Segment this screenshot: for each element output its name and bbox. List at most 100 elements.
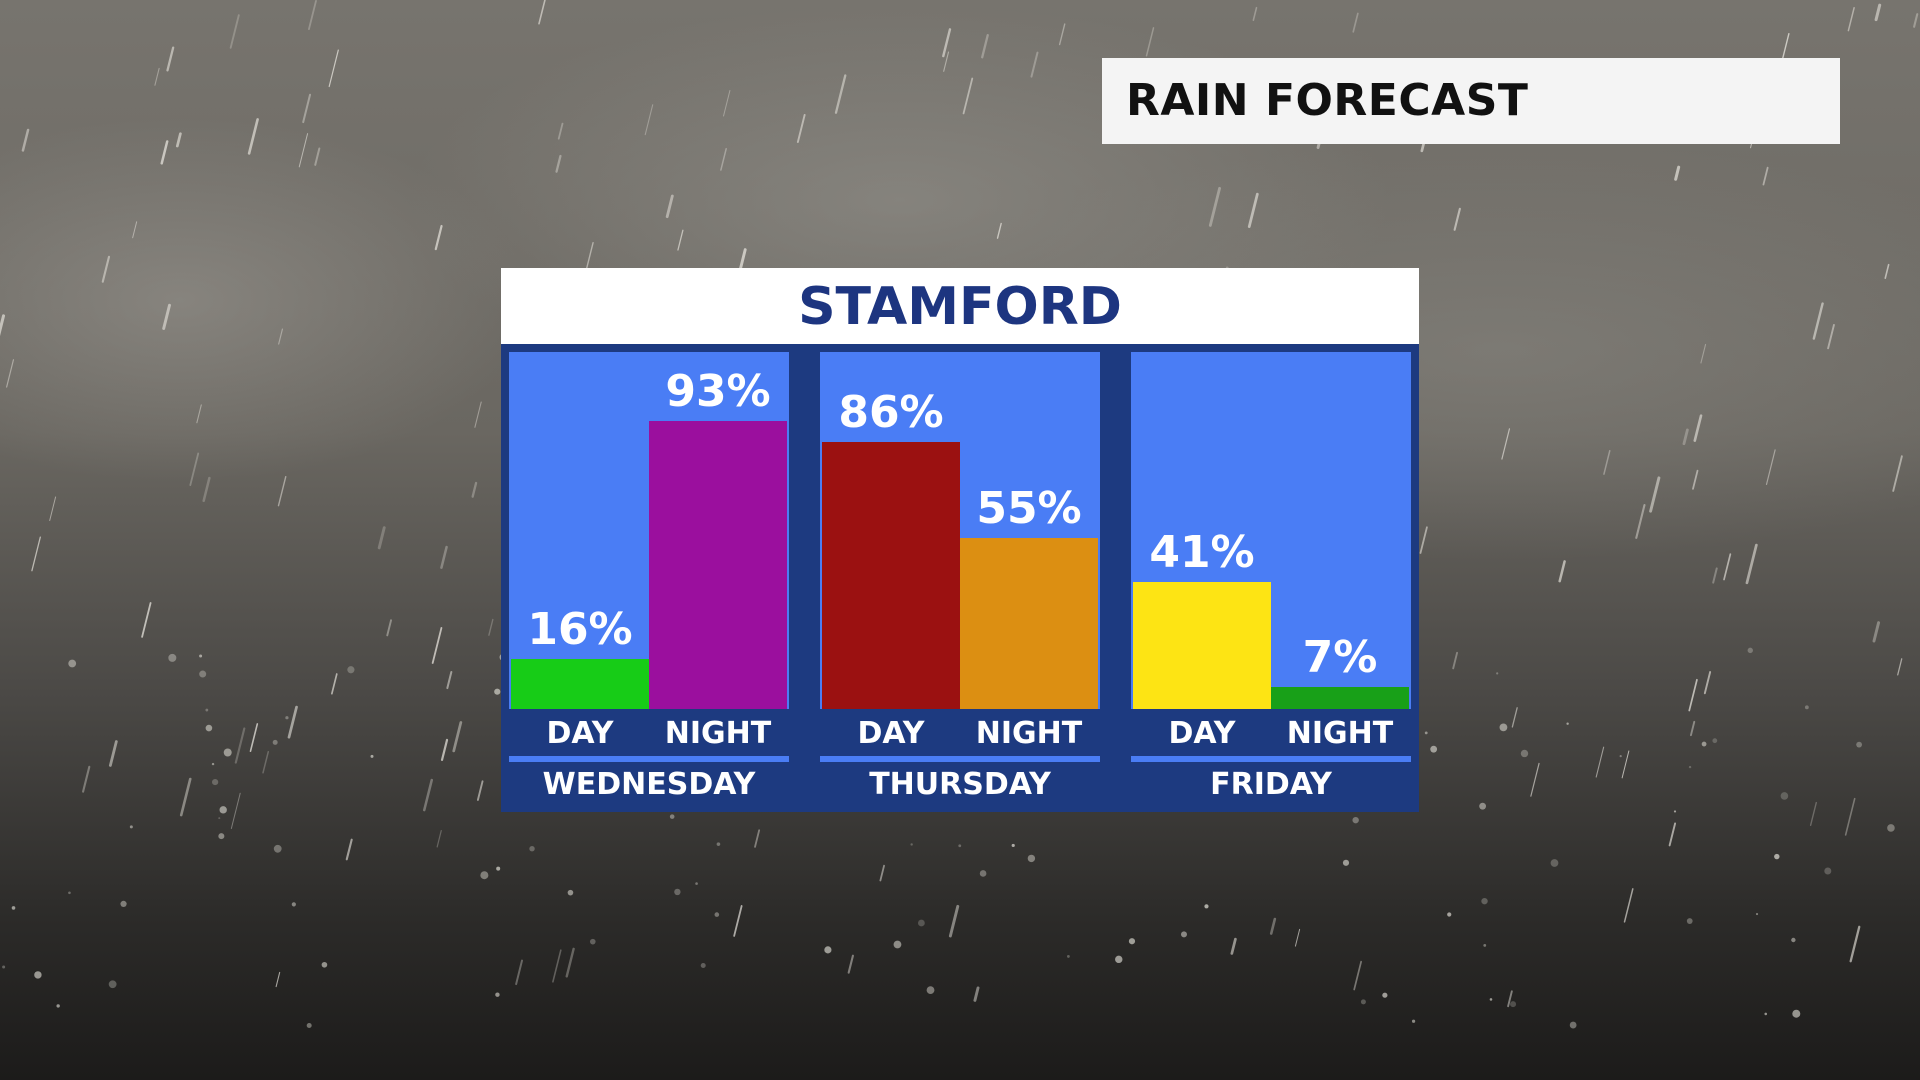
rain-splash [285, 716, 289, 720]
rain-splash [291, 902, 296, 907]
rain-streak [1452, 651, 1459, 670]
rain-splash [321, 961, 328, 968]
rain-streak [1649, 476, 1661, 513]
rain-streak [1682, 428, 1689, 446]
rain-splash [223, 748, 232, 757]
rain-streak [515, 959, 524, 986]
rain-streak [738, 248, 747, 272]
rain-streak [1208, 186, 1221, 227]
rain-streak [962, 77, 974, 115]
period-label-day: DAY [857, 716, 925, 751]
rain-streak [723, 89, 731, 117]
rain-splash [1481, 897, 1488, 905]
rain-streak [175, 132, 182, 148]
rain-splash [1489, 998, 1493, 1001]
rain-streak [1145, 27, 1155, 57]
rain-streak [440, 738, 449, 761]
rain-splash [1424, 731, 1428, 735]
rain-streak [948, 904, 960, 938]
bar-wednesday-day [511, 659, 649, 709]
rain-streak [431, 627, 443, 664]
rain-splash [496, 866, 501, 871]
rain-splash [1499, 723, 1508, 732]
rain-streak [31, 536, 41, 572]
rain-splash [205, 724, 213, 732]
rain-streak [386, 619, 393, 637]
rain-splash [1550, 859, 1559, 867]
rain-streak [287, 705, 298, 739]
rain-splash [1479, 802, 1487, 810]
rain-streak [1230, 937, 1237, 955]
rain-splash [1791, 937, 1796, 943]
rain-streak [677, 229, 684, 251]
rain-streak [345, 838, 353, 861]
rain-splash [1342, 859, 1350, 866]
day-strip: WEDNESDAY [509, 759, 789, 807]
rain-splash [494, 688, 501, 695]
period-label-night: NIGHT [975, 716, 1083, 751]
rain-streak [277, 475, 287, 507]
rain-streak [1874, 3, 1882, 22]
rain-streak [308, 0, 317, 31]
rain-splash [1566, 722, 1569, 725]
rain-streak [665, 194, 674, 219]
rain-streak [1247, 192, 1259, 228]
rain-splash [211, 762, 215, 766]
rain-splash [1011, 843, 1015, 848]
rain-streak [434, 224, 443, 251]
bar-thursday-day [822, 442, 960, 709]
period-label-day: DAY [546, 716, 614, 751]
rain-streak [1623, 888, 1634, 923]
rain-streak [436, 829, 442, 848]
rain-splash [1180, 931, 1187, 938]
rain-streak [1674, 165, 1681, 181]
rain-splash [1430, 745, 1438, 753]
rain-streak [302, 93, 312, 124]
rain-streak [49, 496, 57, 521]
day-label-friday: FRIDAY [1210, 767, 1332, 802]
rain-streak [557, 122, 564, 140]
rain-streak [1745, 543, 1758, 585]
rain-streak [234, 727, 246, 764]
rain-streak [179, 777, 192, 817]
rain-splash [370, 754, 374, 758]
rain-splash [1128, 938, 1136, 945]
rain-splash [910, 843, 913, 846]
rain-streak [1693, 414, 1703, 442]
rain-splash [1780, 792, 1789, 800]
rain-splash [68, 891, 71, 895]
rain-streak [733, 905, 743, 937]
rain-splash [272, 739, 278, 745]
rain-streak [298, 133, 309, 168]
rain-streak [565, 947, 575, 978]
bar-friday-day [1133, 582, 1271, 709]
rain-streak [160, 140, 169, 165]
rain-splash [306, 1022, 312, 1028]
value-label-wednesday-day: 16% [527, 604, 633, 655]
rain-streak [262, 751, 270, 774]
city-header: STAMFORD [501, 268, 1419, 344]
rain-splash [218, 833, 225, 840]
rain-streak [452, 721, 463, 753]
rain-splash [218, 817, 221, 820]
rain-splash [1204, 904, 1209, 909]
rain-streak [1688, 678, 1698, 712]
rain-splash [347, 666, 355, 674]
day-label-thursday: THURSDAY [869, 767, 1051, 802]
rain-streak [1058, 23, 1066, 46]
rain-splash [716, 842, 721, 846]
rain-splash [669, 814, 675, 819]
rain-splash [824, 946, 832, 954]
rain-splash [1569, 1021, 1577, 1029]
rain-streak [834, 74, 847, 114]
rain-streak [1712, 567, 1718, 584]
rain-splash [674, 888, 681, 896]
rain-streak [1030, 51, 1039, 78]
period-strip: DAY NIGHT [820, 709, 1100, 756]
rain-streak [476, 780, 484, 801]
rain-streak [446, 670, 453, 690]
rain-streak [1847, 7, 1855, 32]
rain-splash [1483, 943, 1487, 947]
rain-splash [2, 965, 6, 969]
rain-streak [166, 46, 175, 72]
